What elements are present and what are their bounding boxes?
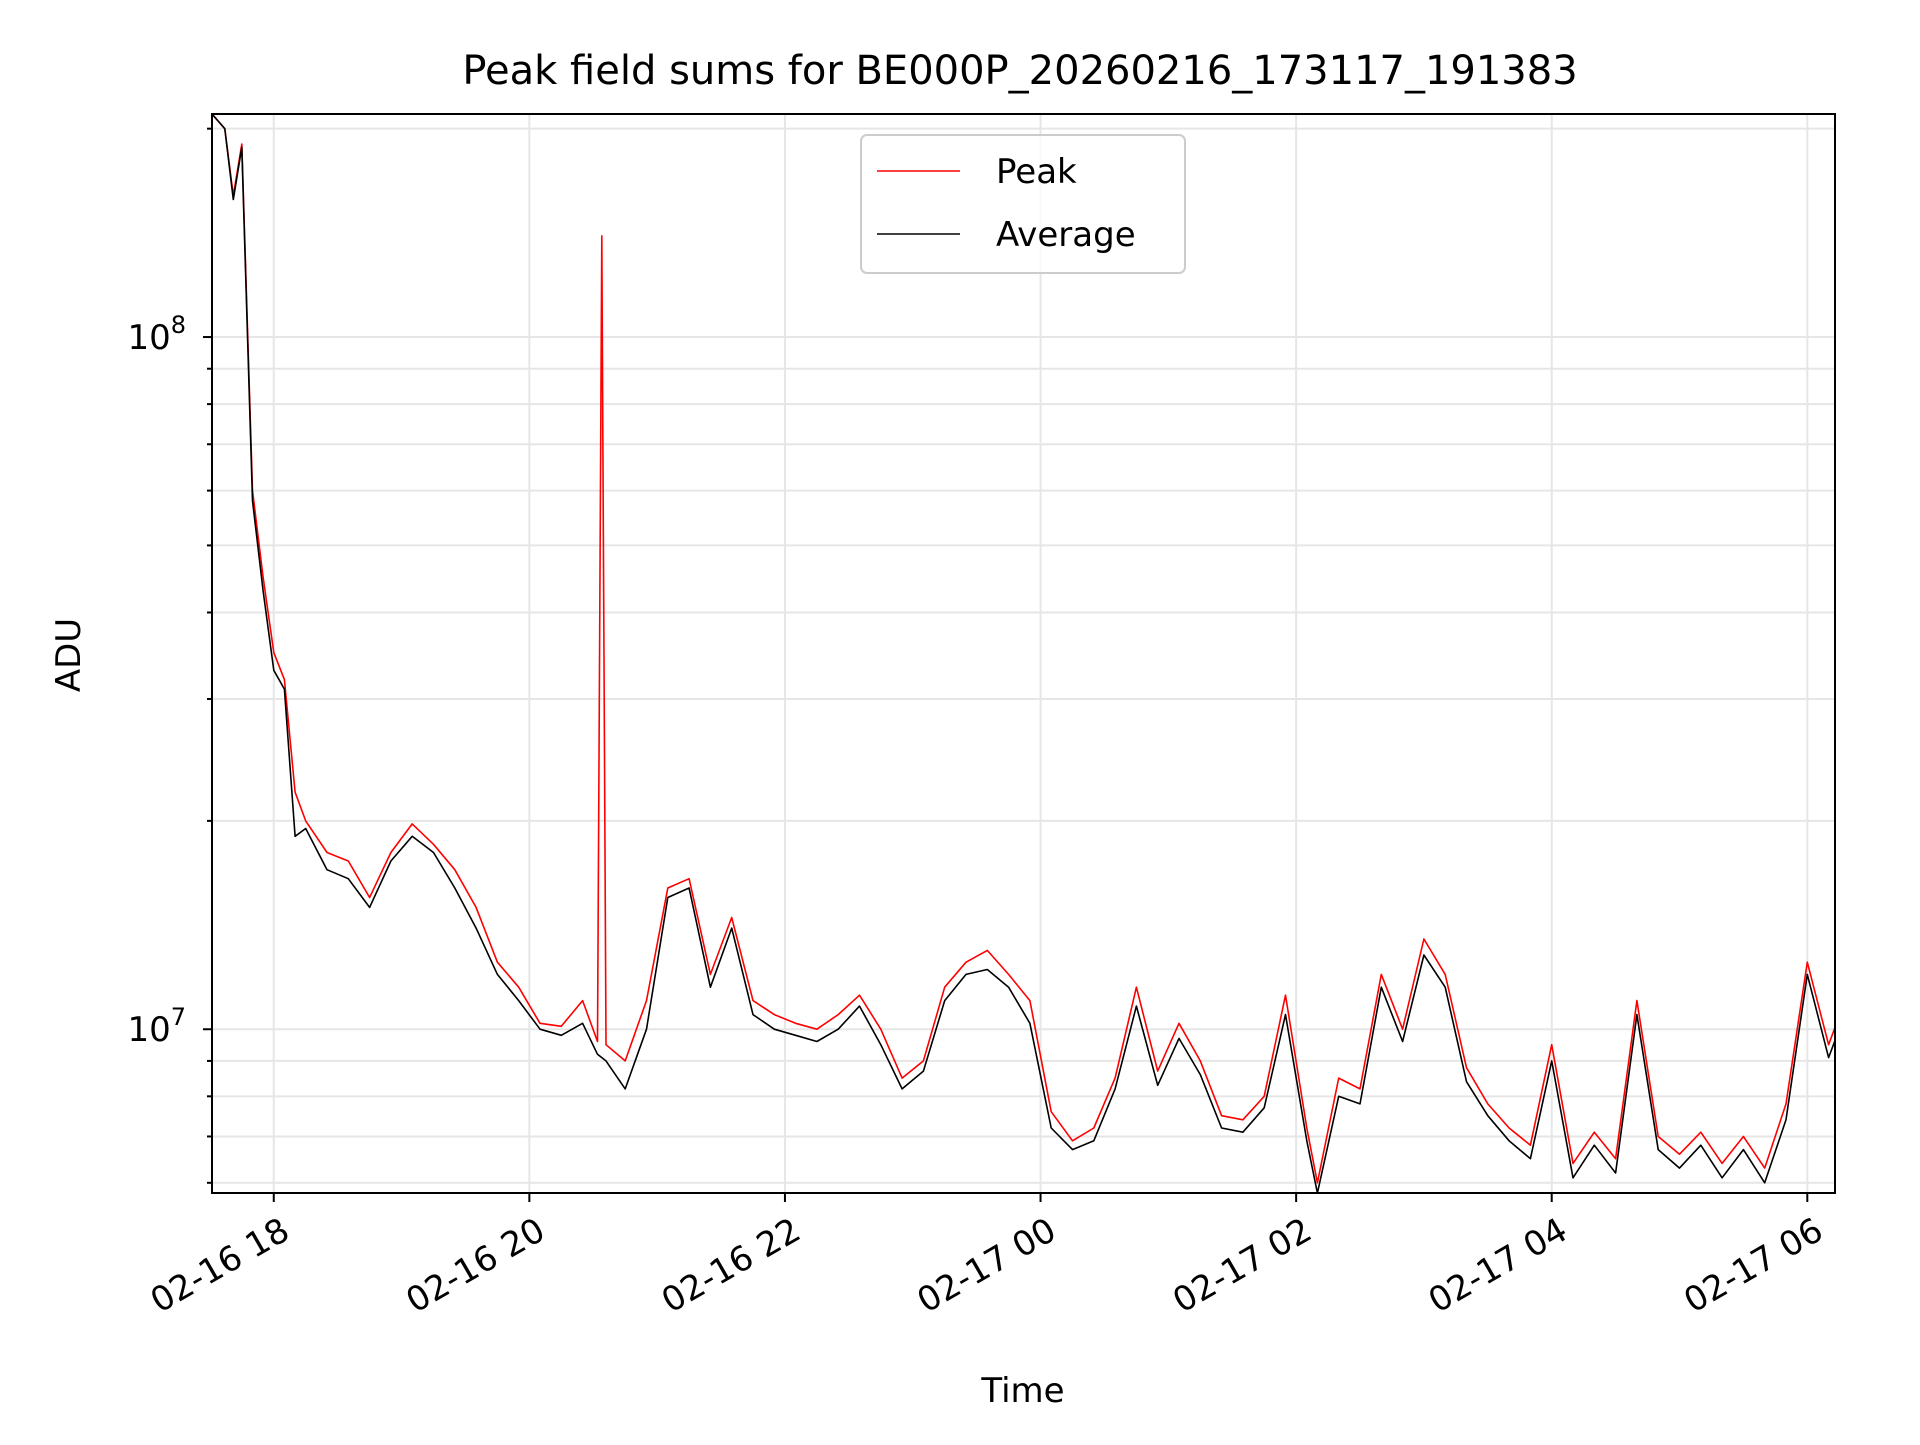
- legend: Peak Average: [860, 134, 1186, 274]
- legend-frame: [860, 134, 1186, 274]
- legend-label-average: Average: [996, 215, 1136, 255]
- series-line-peak: [212, 114, 1835, 1184]
- grid: [212, 114, 1835, 1193]
- series-layer: [212, 114, 1835, 1193]
- y-tick-base: 10: [127, 1010, 170, 1050]
- y-tick-exponent: 8: [171, 311, 186, 339]
- y-tick-exponent: 7: [171, 1003, 186, 1031]
- plot-frame: [211, 113, 1836, 1194]
- y-tick-label: 108: [127, 311, 186, 358]
- y-axis-label: ADU: [49, 618, 89, 692]
- series-line-average: [212, 114, 1835, 1193]
- legend-label-peak: Peak: [996, 152, 1077, 192]
- x-axis-label: Time: [980, 1371, 1064, 1411]
- y-tick-label: 107: [127, 1003, 186, 1050]
- chart-title: Peak field sums for BE000P_20260216_1731…: [462, 48, 1577, 94]
- y-tick-base: 10: [127, 318, 170, 358]
